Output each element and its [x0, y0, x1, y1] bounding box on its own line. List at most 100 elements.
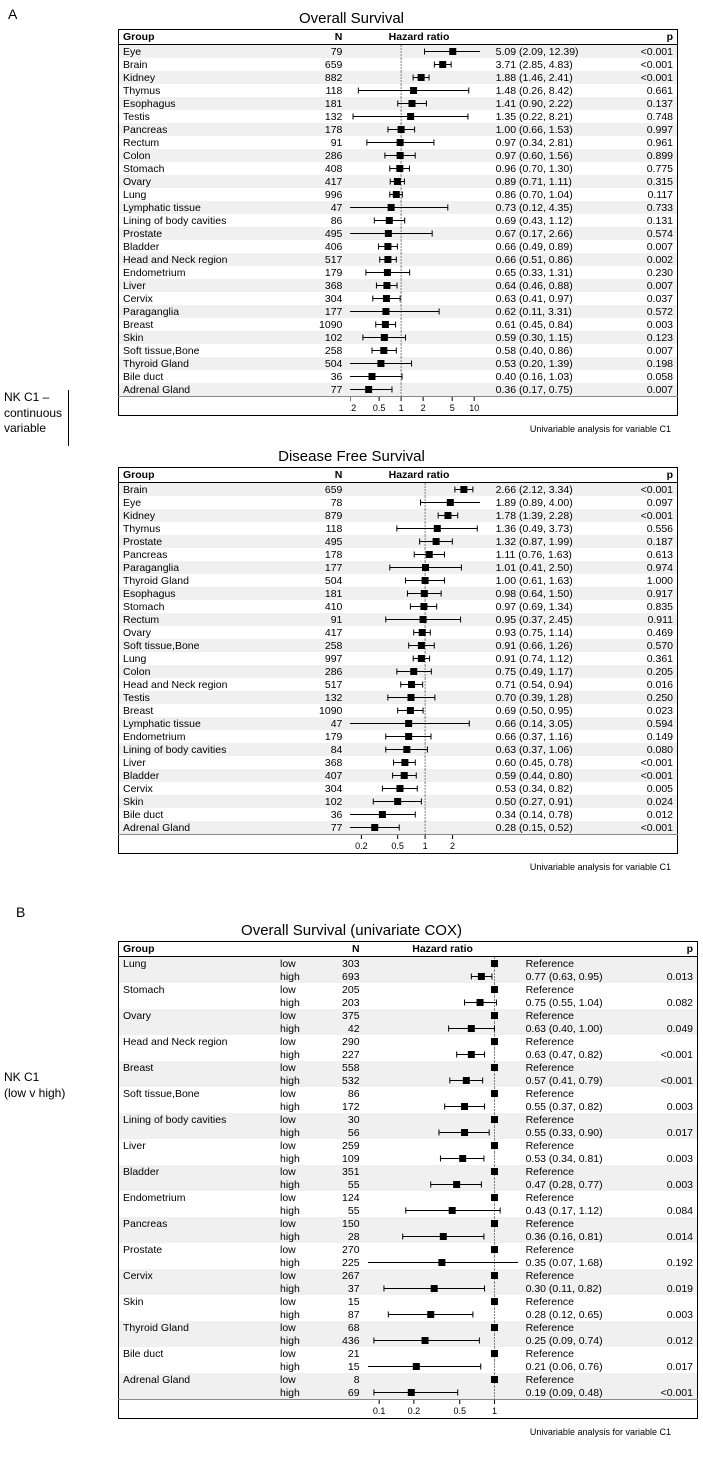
cell-plot — [346, 201, 491, 214]
cell-p: 0.961 — [616, 136, 678, 149]
cell-plot — [364, 1126, 522, 1139]
cell-hr: 0.63 (0.40, 1.00) — [522, 1022, 640, 1035]
cell-plot — [364, 1334, 522, 1347]
cell-hr: 0.64 (0.46, 0.88) — [492, 279, 616, 292]
side-label-A: NK C1 – continuous variable — [4, 390, 69, 446]
cell-group: Cervix — [119, 292, 296, 305]
cell-hr: 5.09 (2.09, 12.39) — [492, 45, 616, 59]
cell-group: Liver — [119, 279, 296, 292]
cell-p: <0.001 — [616, 483, 678, 497]
table-row: Kidney8791.78 (1.39, 2.28)<0.001 — [119, 509, 678, 522]
cell-n: 132 — [296, 110, 347, 123]
cell-plot — [364, 1139, 522, 1152]
cell-hr: 0.70 (0.39, 1.28) — [492, 691, 616, 704]
cell-plot — [346, 587, 491, 600]
cell-n: 55 — [320, 1178, 364, 1191]
cell-n: 177 — [296, 561, 347, 574]
th-hr: Hazard ratio — [346, 468, 491, 483]
cell-p: 0.007 — [616, 344, 678, 357]
cell-group: Head and Neck region — [119, 678, 296, 691]
cell-hr: Reference — [522, 1087, 640, 1100]
cell-hr: 0.30 (0.11, 0.82) — [522, 1282, 640, 1295]
cell-n: 410 — [296, 600, 347, 613]
cell-hr: 0.93 (0.75, 1.14) — [492, 626, 616, 639]
cell-n: 303 — [320, 957, 364, 971]
side-label-A-l1: NK C1 – — [4, 390, 49, 404]
cell-group: Thymus — [119, 84, 296, 97]
cell-p: 0.019 — [639, 1282, 697, 1295]
table-row: Thymus1181.36 (0.49, 3.73)0.556 — [119, 522, 678, 535]
cell-p: 0.007 — [616, 383, 678, 397]
cell-level: low — [276, 1347, 320, 1360]
table-row: Head and Neck region5170.66 (0.51, 0.86)… — [119, 253, 678, 266]
cell-n: 102 — [296, 331, 347, 344]
cell-n: 55 — [320, 1204, 364, 1217]
cell-hr: 0.58 (0.40, 0.86) — [492, 344, 616, 357]
cell-n: 304 — [296, 292, 347, 305]
cell-hr: 2.66 (2.12, 3.34) — [492, 483, 616, 497]
cell-level: high — [276, 1178, 320, 1191]
cell-group — [119, 1308, 276, 1321]
cell-n: 77 — [296, 821, 347, 835]
cell-p — [639, 1269, 697, 1282]
table-row: Endometriumlow124Reference — [119, 1191, 698, 1204]
cell-hr: 0.60 (0.45, 0.78) — [492, 756, 616, 769]
cell-group: Eye — [119, 45, 296, 59]
table-row: Thyroid Gland5040.53 (0.20, 1.39)0.198 — [119, 357, 678, 370]
cell-level: low — [276, 1191, 320, 1204]
cell-plot — [364, 1386, 522, 1400]
cell-group — [119, 970, 276, 983]
cell-p: 0.014 — [639, 1230, 697, 1243]
cell-group: Thyroid Gland — [119, 574, 296, 587]
table-row: Brain6592.66 (2.12, 3.34)<0.001 — [119, 483, 678, 497]
cell-p — [639, 1347, 697, 1360]
cell-group — [119, 1386, 276, 1400]
cell-n: 417 — [296, 175, 347, 188]
cell-p: 0.084 — [639, 1204, 697, 1217]
cell-group: Lymphatic tissue — [119, 717, 296, 730]
cell-level: low — [276, 1009, 320, 1022]
cell-plot — [346, 678, 491, 691]
cell-hr: 0.75 (0.49, 1.17) — [492, 665, 616, 678]
cell-group: Adrenal Gland — [119, 1373, 276, 1386]
cell-group — [119, 1256, 276, 1269]
cell-hr: 0.19 (0.09, 0.48) — [522, 1386, 640, 1400]
table-row: Cervixlow267Reference — [119, 1269, 698, 1282]
th-lvl — [276, 942, 320, 957]
cell-group: Lining of body cavities — [119, 214, 296, 227]
cell-p: 0.775 — [616, 162, 678, 175]
svg-text:5: 5 — [450, 403, 455, 413]
cell-n: 86 — [320, 1087, 364, 1100]
table-row: Paraganglia1770.62 (0.11, 3.31)0.572 — [119, 305, 678, 318]
table-row: Bile duct360.40 (0.16, 1.03)0.058 — [119, 370, 678, 383]
cell-n: 150 — [320, 1217, 364, 1230]
cell-plot — [364, 1191, 522, 1204]
cell-level: high — [276, 1256, 320, 1269]
cell-p: 1.000 — [616, 574, 678, 587]
cell-plot — [364, 1308, 522, 1321]
table-row: Kidney8821.88 (1.46, 2.41)<0.001 — [119, 71, 678, 84]
table-row: Pancreaslow150Reference — [119, 1217, 698, 1230]
cell-plot — [346, 743, 491, 756]
cell-group: Endometrium — [119, 1191, 276, 1204]
cell-n: 118 — [296, 84, 347, 97]
table-row: high1090.53 (0.34, 0.81)0.003 — [119, 1152, 698, 1165]
cell-n: 172 — [320, 1100, 364, 1113]
side-label-B-l2: (low v high) — [4, 1086, 65, 1100]
cell-plot — [346, 253, 491, 266]
table-row: high2250.35 (0.07, 1.68)0.192 — [119, 1256, 698, 1269]
cell-plot — [364, 1217, 522, 1230]
cell-p: 0.594 — [616, 717, 678, 730]
cell-p: 0.023 — [616, 704, 678, 717]
cell-hr: 0.95 (0.37, 2.45) — [492, 613, 616, 626]
cell-plot — [346, 821, 491, 835]
cell-plot — [346, 795, 491, 808]
table-row: Paraganglia1771.01 (0.41, 2.50)0.974 — [119, 561, 678, 574]
cell-hr: 0.66 (0.37, 1.16) — [492, 730, 616, 743]
cell-plot — [346, 574, 491, 587]
cell-p: <0.001 — [616, 509, 678, 522]
cell-hr: 0.65 (0.33, 1.31) — [492, 266, 616, 279]
cell-plot — [346, 149, 491, 162]
cell-group: Bile duct — [119, 1347, 276, 1360]
cell-hr: 0.53 (0.34, 0.82) — [492, 782, 616, 795]
